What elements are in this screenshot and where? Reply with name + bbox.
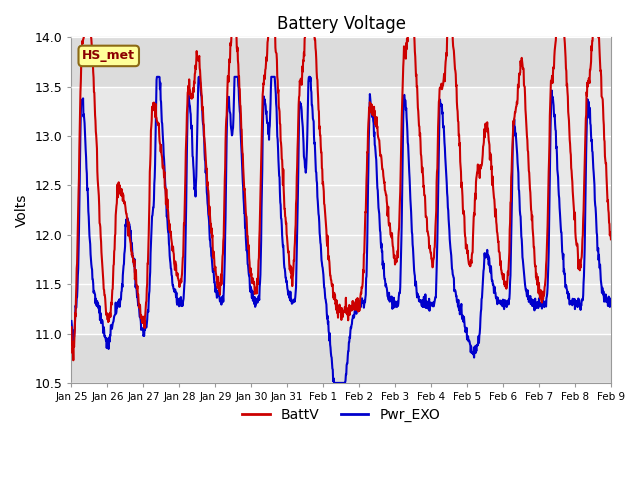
Pwr_EXO <box>607 302 615 308</box>
BattV <box>175 278 183 284</box>
Y-axis label: Volts: Volts <box>15 193 29 227</box>
Pwr_EXO <box>544 285 552 290</box>
Pwr_EXO <box>248 294 256 300</box>
Pwr_EXO <box>496 298 504 304</box>
Line: Pwr_EXO: Pwr_EXO <box>72 77 611 383</box>
Pwr_EXO <box>68 318 76 324</box>
Text: HS_met: HS_met <box>83 49 135 62</box>
BattV <box>68 324 76 330</box>
Pwr_EXO <box>175 298 182 304</box>
BattV <box>607 237 615 242</box>
Pwr_EXO <box>426 308 433 313</box>
Pwr_EXO <box>153 74 161 80</box>
BattV <box>426 246 433 252</box>
Title: Battery Voltage: Battery Voltage <box>276 15 406 33</box>
Legend: BattV, Pwr_EXO: BattV, Pwr_EXO <box>237 403 446 428</box>
BattV <box>188 91 196 97</box>
Pwr_EXO <box>188 123 196 129</box>
Pwr_EXO <box>330 380 338 386</box>
Line: BattV: BattV <box>72 27 611 360</box>
BattV <box>496 256 504 262</box>
BattV <box>249 276 257 282</box>
BattV <box>81 24 89 30</box>
Bar <box>72 87 611 334</box>
BattV <box>544 223 552 229</box>
BattV <box>70 358 77 363</box>
